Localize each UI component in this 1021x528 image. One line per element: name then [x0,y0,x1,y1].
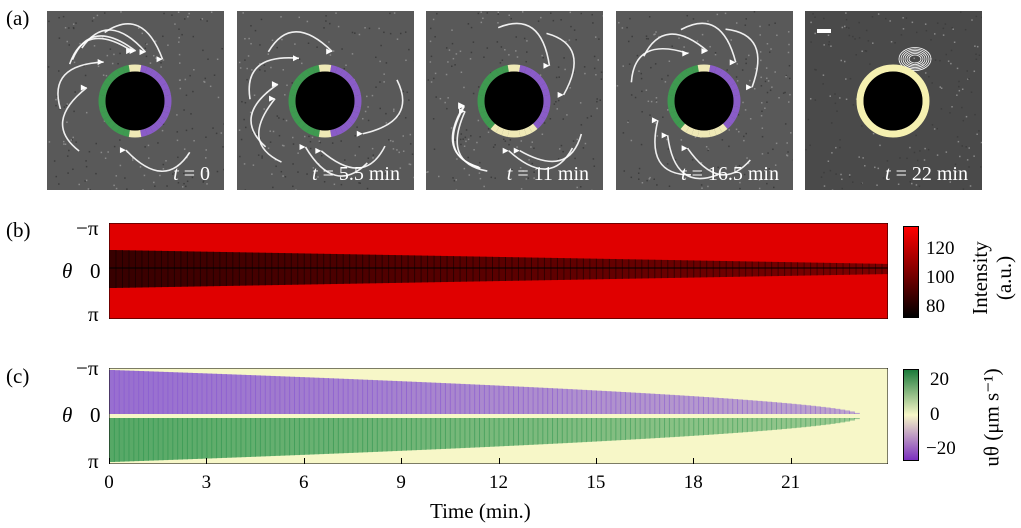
intensity-label-line1: Intensity [968,241,992,315]
intensity-label-line2: (a.u.) [992,255,1016,301]
x-tick-18: 18 [683,472,703,493]
intensity-tick-120: 120 [926,238,955,259]
x-tick-3: 3 [201,472,212,493]
velocity-colorbar-label: uθ (μm s⁻¹) [979,368,1004,467]
x-tick-mark-9 [401,458,403,464]
snapshot-4: t = 22 min [805,11,982,190]
x-tick-mark-0 [109,458,110,464]
time-value: = 11 min [512,163,589,185]
velocity-heatmap [108,367,889,465]
x-tick-mark-3 [206,458,208,464]
intensity-heatmap [108,222,889,320]
time-value: = 0 [178,163,210,185]
time-variable: t [681,163,687,185]
snapshot-image-3 [616,11,793,190]
panel-label-a: (a) [6,6,30,30]
panel-label-c: (c) [6,364,30,388]
snapshot-2: t = 11 min [426,11,603,190]
intensity-heatmap-svg [108,222,889,320]
x-tick-mark-18 [693,458,695,464]
x-tick-mark-15 [595,458,597,464]
x-tick-6: 6 [299,472,309,493]
x-tick-mark-6 [303,458,305,464]
x-tick-mark-12 [498,458,500,464]
theta-tick-c-top: −π [76,356,99,380]
x-tick-15: 15 [586,472,606,493]
snapshot-image-0 [47,11,224,190]
snapshot-time-3: t = 16.5 min [681,163,779,186]
snapshot-0: t = 0 [47,11,224,190]
time-value: = 16.5 min [686,163,779,185]
theta-tick-b-mid: 0 [90,259,101,283]
velocity-colorbar-gradient [904,370,918,460]
theta-label-c: θ [62,403,73,427]
snapshot-3: t = 16.5 min [616,11,793,190]
intensity-colorbar [903,226,919,318]
snapshot-image-2 [426,11,603,190]
theta-tick-b-top: −π [76,216,99,240]
x-tick-21: 21 [781,472,801,493]
time-variable: t [312,163,318,185]
x-tick-9: 9 [396,472,406,493]
scale-bar [817,29,831,33]
snapshot-image-4 [805,11,982,190]
time-variable: t [173,163,179,185]
snapshot-image-1 [237,11,414,190]
theta-label-b: θ [62,259,73,283]
velocity-heatmap-svg [108,367,889,465]
velocity-colorbar [903,369,919,461]
snapshot-time-4: t = 22 min [885,163,968,186]
time-variable: t [885,163,891,185]
snapshot-time-0: t = 0 [173,163,210,186]
snapshot-time-1: t = 5.5 min [312,163,400,186]
intensity-tick-80: 80 [926,296,945,317]
intensity-colorbar-label: Intensity (a.u.) [968,228,1016,328]
intensity-colorbar-gradient [904,227,918,317]
x-axis-label: Time (min.) [430,499,531,523]
time-variable: t [506,163,513,185]
time-value: = 22 min [890,163,968,185]
snapshot-1: t = 5.5 min [237,11,414,190]
theta-tick-c-bottom: π [88,449,99,473]
theta-tick-b-bottom: π [88,302,99,326]
velocity-tick-20: 20 [930,369,949,390]
velocity-tick-0: 0 [930,404,940,425]
theta-tick-c-mid: 0 [90,403,101,427]
x-tick-12: 12 [489,472,508,493]
snapshot-time-2: t = 11 min [507,163,589,186]
panel-label-b: (b) [6,218,31,242]
x-tick-mark-21 [790,458,792,464]
time-value: = 5.5 min [317,163,400,185]
velocity-tick-minus20: −20 [926,438,956,459]
x-tick-0: 0 [104,472,114,493]
intensity-tick-100: 100 [926,267,955,288]
